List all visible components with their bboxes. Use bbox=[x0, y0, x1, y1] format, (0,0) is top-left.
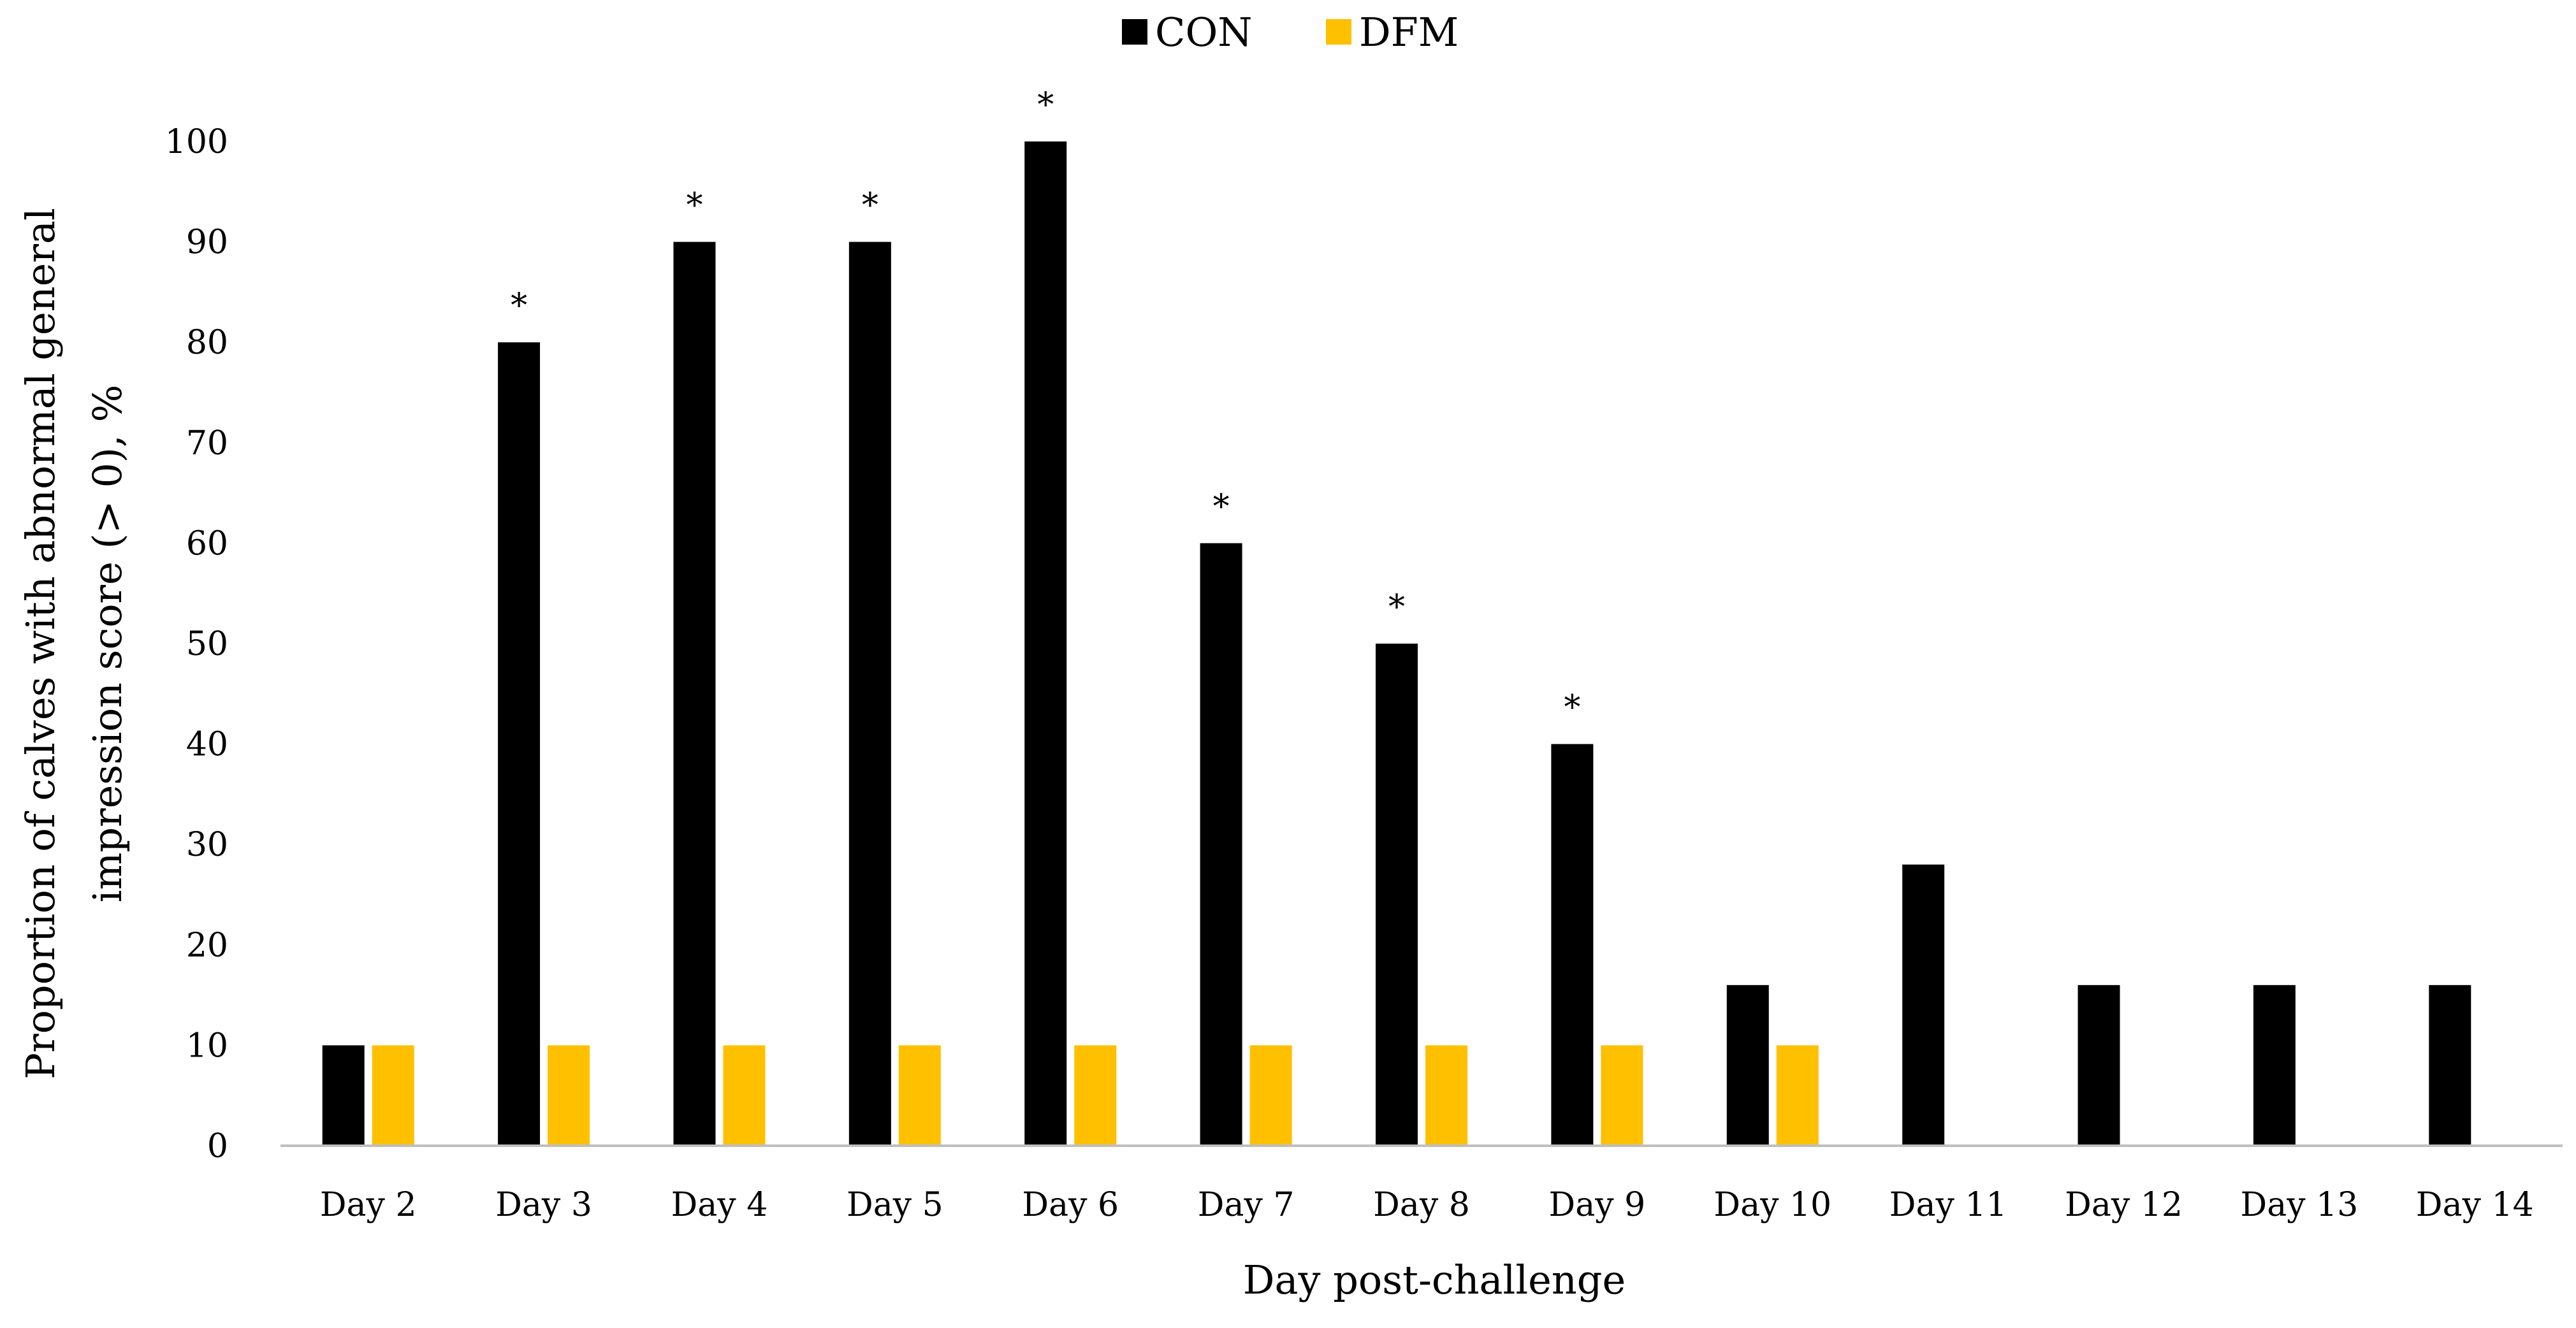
significance-mark: * bbox=[686, 187, 702, 225]
significance-mark: * bbox=[1388, 588, 1405, 626]
y-tick-label: 60 bbox=[186, 524, 228, 563]
x-tick-label: Day 7 bbox=[1198, 1186, 1295, 1224]
significance-mark: * bbox=[1564, 689, 1580, 727]
y-tick-label: 30 bbox=[186, 826, 228, 864]
legend-swatch-con bbox=[1122, 19, 1147, 45]
significance-mark: * bbox=[511, 287, 527, 325]
y-tick-label: 70 bbox=[186, 424, 228, 463]
x-tick-label: Day 13 bbox=[2241, 1186, 2359, 1224]
legend-swatch-dfm bbox=[1326, 19, 1351, 45]
bar-dfm bbox=[1601, 1045, 1643, 1146]
bar-con bbox=[1726, 985, 1769, 1146]
x-tick-label: Day 14 bbox=[2416, 1186, 2534, 1224]
x-tick-label: Day 10 bbox=[1714, 1186, 1831, 1224]
legend-label-con: CON bbox=[1155, 9, 1253, 55]
x-tick-label: Day 4 bbox=[671, 1186, 768, 1224]
y-axis-title-line: impression score (> 0), % bbox=[84, 385, 131, 903]
bar-con bbox=[2429, 985, 2471, 1146]
y-axis-title: Proportion of calves with abnormal gener… bbox=[17, 208, 131, 1079]
x-tick-label: Day 3 bbox=[495, 1186, 592, 1224]
x-tick-label: Day 8 bbox=[1373, 1186, 1470, 1224]
bar-con bbox=[498, 342, 541, 1146]
bar-dfm bbox=[372, 1045, 414, 1146]
y-axis-ticks: 0 10 20 30 40 50 60 70 80 90 100 bbox=[165, 123, 228, 1166]
bar-dfm bbox=[1249, 1045, 1292, 1146]
bar-dfm bbox=[723, 1045, 766, 1146]
significance-mark: * bbox=[862, 187, 878, 225]
bars bbox=[322, 141, 2471, 1146]
bar-con bbox=[1376, 644, 1418, 1146]
bar-con bbox=[1902, 864, 1945, 1146]
legend: CON DFM bbox=[1122, 9, 1459, 55]
x-tick-label: Day 2 bbox=[320, 1186, 417, 1224]
x-tick-label: Day 12 bbox=[2065, 1186, 2183, 1224]
y-tick-label: 10 bbox=[186, 1027, 228, 1065]
x-tick-label: Day 6 bbox=[1022, 1186, 1119, 1224]
y-tick-label: 50 bbox=[186, 625, 228, 663]
y-tick-label: 0 bbox=[207, 1127, 228, 1166]
bar-dfm bbox=[1425, 1045, 1467, 1146]
x-tick-label: Day 5 bbox=[847, 1186, 943, 1224]
x-tick-label: Day 9 bbox=[1549, 1186, 1646, 1224]
bar-con bbox=[673, 242, 716, 1146]
significance-mark: * bbox=[1213, 487, 1230, 526]
bar-dfm bbox=[548, 1045, 590, 1146]
bar-con bbox=[848, 242, 891, 1146]
significance-mark: * bbox=[1037, 86, 1054, 124]
bar-con bbox=[1200, 543, 1242, 1146]
x-tick-label: Day 11 bbox=[1889, 1186, 2007, 1224]
bar-con bbox=[322, 1045, 365, 1146]
x-axis-title: Day post-challenge bbox=[1243, 1257, 1626, 1303]
legend-label-dfm: DFM bbox=[1359, 9, 1459, 55]
bar-con bbox=[2253, 985, 2296, 1146]
significance-marks: * * * * * * * bbox=[511, 86, 1580, 727]
bar-dfm bbox=[1074, 1045, 1117, 1146]
y-tick-label: 80 bbox=[186, 324, 228, 362]
y-tick-label: 40 bbox=[186, 726, 228, 764]
bar-dfm bbox=[898, 1045, 941, 1146]
y-tick-label: 90 bbox=[186, 224, 228, 262]
bar-con bbox=[2078, 985, 2120, 1146]
y-tick-label: 100 bbox=[165, 123, 228, 161]
bar-con bbox=[1551, 744, 1594, 1146]
y-tick-label: 20 bbox=[186, 927, 228, 965]
bar-dfm bbox=[1776, 1045, 1819, 1146]
x-axis-ticks: Day 2 Day 3 Day 4 Day 5 Day 6 Day 7 Day 8 Day 9… bbox=[320, 1186, 2534, 1224]
bar-con bbox=[1024, 141, 1067, 1146]
y-axis-title-line: Proportion of calves with abnormal gener… bbox=[17, 208, 64, 1079]
